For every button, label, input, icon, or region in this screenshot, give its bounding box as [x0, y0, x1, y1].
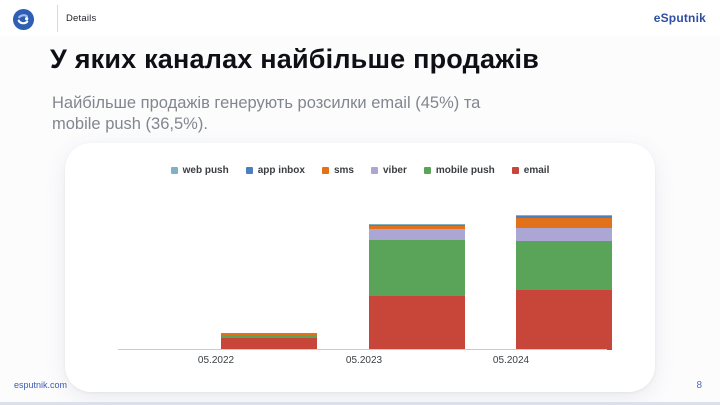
page-number: 8: [696, 380, 702, 391]
bar-segment-web-push: [369, 224, 465, 225]
slide-subtitle: Найбільше продажів генерують розсилки em…: [52, 94, 481, 134]
legend-label: sms: [333, 165, 354, 176]
legend-item-sms: sms: [321, 165, 354, 176]
bar-segment-app-inbox: [369, 225, 465, 226]
brand-wordmark: eSputnik: [653, 11, 706, 25]
bar-segment-sms: [221, 333, 317, 335]
legend-item-web-push: web push: [170, 165, 229, 176]
bar-segment-viber: [369, 229, 465, 240]
bar-segment-email: [369, 296, 465, 350]
legend-label: email: [523, 165, 550, 176]
bottom-edge-strip: [0, 402, 720, 405]
bar-segment-email: [221, 338, 317, 350]
page-title: У яких каналах найбільше продажів: [50, 44, 540, 74]
bar-segment-mobile-push: [221, 335, 317, 338]
bar-segment-mobile-push: [516, 241, 612, 290]
x-axis-tick-label: 05.2022: [197, 355, 235, 366]
legend-swatch-sms: [321, 167, 329, 174]
bar-segment-mobile-push: [369, 240, 465, 296]
bar-segment-viber: [516, 228, 612, 241]
x-axis-tick-label: 05.2023: [345, 355, 383, 366]
legend-item-viber: viber: [370, 165, 407, 176]
legend-item-mobile-push: mobile push: [423, 165, 495, 176]
legend-item-email: email: [511, 165, 550, 176]
legend-swatch-web-push: [170, 167, 178, 174]
legend-swatch-email: [511, 167, 519, 174]
stacked-bar-05.2024: [516, 215, 612, 350]
legend-label: web push: [182, 165, 229, 176]
legend-label: mobile push: [435, 165, 495, 176]
bar-segment-app-inbox: [516, 216, 612, 218]
plot-area: [118, 215, 612, 350]
legend-label: viber: [382, 165, 407, 176]
x-axis-line: [118, 349, 607, 350]
stacked-bar-05.2022: [221, 333, 317, 350]
esputnik-logo-icon: [12, 8, 35, 31]
x-axis-tick-label: 05.2024: [492, 355, 530, 366]
legend-item-app-inbox: app inbox: [245, 165, 305, 176]
header-divider: [57, 5, 58, 32]
legend-swatch-app-inbox: [245, 167, 253, 174]
footer-site-link[interactable]: esputnik.com: [14, 380, 68, 390]
bar-segment-sms: [369, 226, 465, 229]
bar-segment-sms: [516, 218, 612, 228]
chart-legend: web push app inbox sms viber mobile push emai…: [65, 165, 655, 176]
header-bar: Details eSputnik: [0, 0, 720, 36]
legend-swatch-viber: [370, 167, 378, 174]
details-label: Details: [66, 13, 97, 24]
stacked-bar-05.2023: [369, 224, 465, 350]
bar-segment-web-push: [516, 215, 612, 216]
chart-card: web push app inbox sms viber mobile push emai…: [65, 143, 655, 392]
legend-label: app inbox: [257, 165, 305, 176]
legend-swatch-mobile-push: [423, 167, 431, 174]
chart-body: web push app inbox sms viber mobile push emai…: [65, 143, 655, 392]
bar-segment-email: [516, 290, 612, 350]
